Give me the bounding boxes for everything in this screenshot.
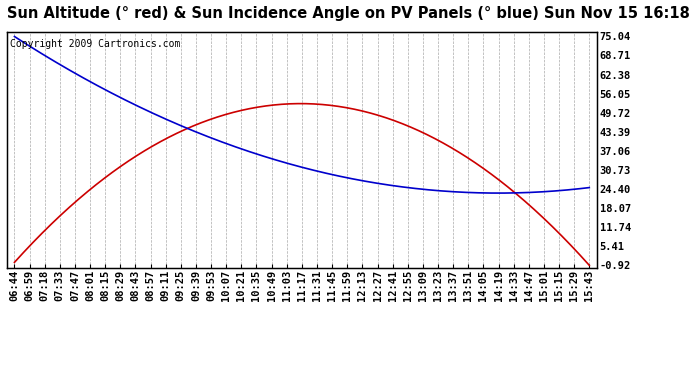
- Text: Sun Altitude (° red) & Sun Incidence Angle on PV Panels (° blue) Sun Nov 15 16:1: Sun Altitude (° red) & Sun Incidence Ang…: [7, 6, 690, 21]
- Text: Copyright 2009 Cartronics.com: Copyright 2009 Cartronics.com: [10, 39, 180, 49]
